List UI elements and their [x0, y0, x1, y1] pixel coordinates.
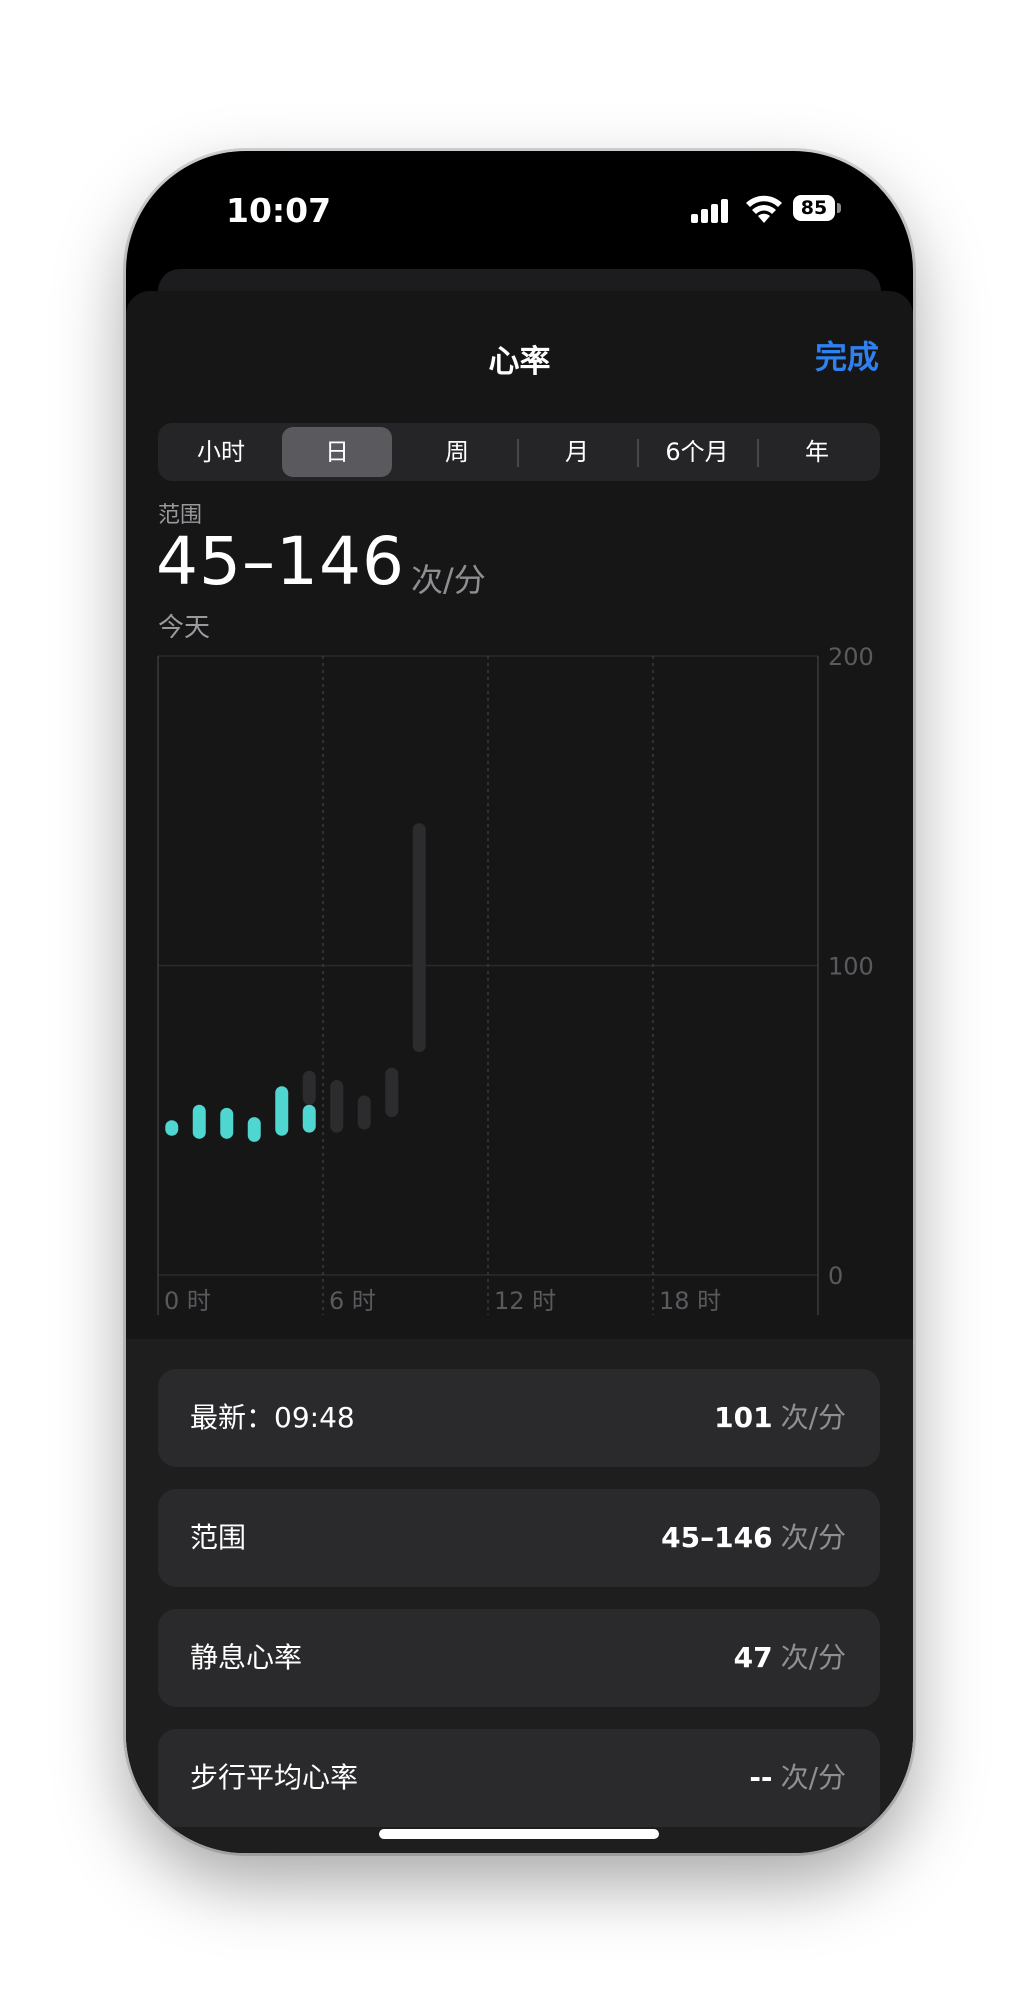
- stat-number: --: [749, 1761, 773, 1794]
- stat-label: 范围: [190, 1521, 247, 1554]
- segment-day[interactable]: 日: [282, 427, 392, 477]
- segment-six-months[interactable]: 6个月: [665, 438, 729, 466]
- stat-value: -- 次/分: [749, 1729, 846, 1827]
- range-label: 范围: [158, 503, 203, 528]
- stat-unit: 次/分: [780, 1761, 846, 1794]
- segment-month[interactable]: 月: [565, 438, 589, 466]
- stat-number: 45–146: [661, 1521, 773, 1554]
- stat-label: 最新：09:48: [190, 1401, 355, 1434]
- phone-frame: 10:07 85 心率 完成 小时 日 周 月 6个月 年 范围 45–146 …: [126, 151, 913, 1853]
- range-value: 45–146: [156, 523, 405, 600]
- stat-unit: 次/分: [780, 1521, 846, 1554]
- status-time: 10:07: [226, 191, 332, 230]
- cellular-signal-icon: [691, 197, 735, 223]
- stat-resting-heart-rate[interactable]: 静息心率 47 次/分: [158, 1609, 880, 1707]
- stats-area: 最新：09:48 101 次/分 范围 45–146 次/分 静息心率 47 次/分 …: [126, 1339, 913, 1853]
- stat-walking-average[interactable]: 步行平均心率 -- 次/分: [158, 1729, 880, 1827]
- segment-divider: [637, 439, 639, 467]
- stat-number: 101: [714, 1401, 773, 1434]
- segment-hour[interactable]: 小时: [197, 438, 245, 466]
- segment-year[interactable]: 年: [805, 438, 829, 466]
- stat-range[interactable]: 范围 45–146 次/分: [158, 1489, 880, 1587]
- stat-value: 47 次/分: [734, 1609, 846, 1707]
- segment-divider: [757, 439, 759, 467]
- done-button[interactable]: 完成: [814, 338, 879, 376]
- stat-unit: 次/分: [780, 1401, 846, 1434]
- segment-week[interactable]: 周: [445, 438, 469, 466]
- stat-number: 47: [733, 1641, 773, 1674]
- page-title: 心率: [488, 344, 551, 380]
- stat-unit: 次/分: [780, 1641, 846, 1674]
- range-unit: 次/分: [411, 561, 486, 599]
- stat-label: 静息心率: [190, 1641, 303, 1674]
- time-range-segmented-control: 小时 日 周 月 6个月 年: [158, 423, 880, 481]
- battery-icon: 85: [793, 195, 835, 221]
- period-label: 今天: [158, 613, 211, 643]
- segment-divider: [517, 439, 519, 467]
- wifi-icon: [746, 195, 782, 223]
- stat-value: 45–146 次/分: [661, 1489, 846, 1587]
- stat-latest[interactable]: 最新：09:48 101 次/分: [158, 1369, 880, 1467]
- status-bar: 10:07 85: [126, 151, 913, 261]
- stat-label: 步行平均心率: [190, 1761, 359, 1794]
- stat-value: 101 次/分: [714, 1369, 846, 1467]
- battery-tip: [837, 203, 841, 213]
- home-indicator[interactable]: [379, 1829, 659, 1839]
